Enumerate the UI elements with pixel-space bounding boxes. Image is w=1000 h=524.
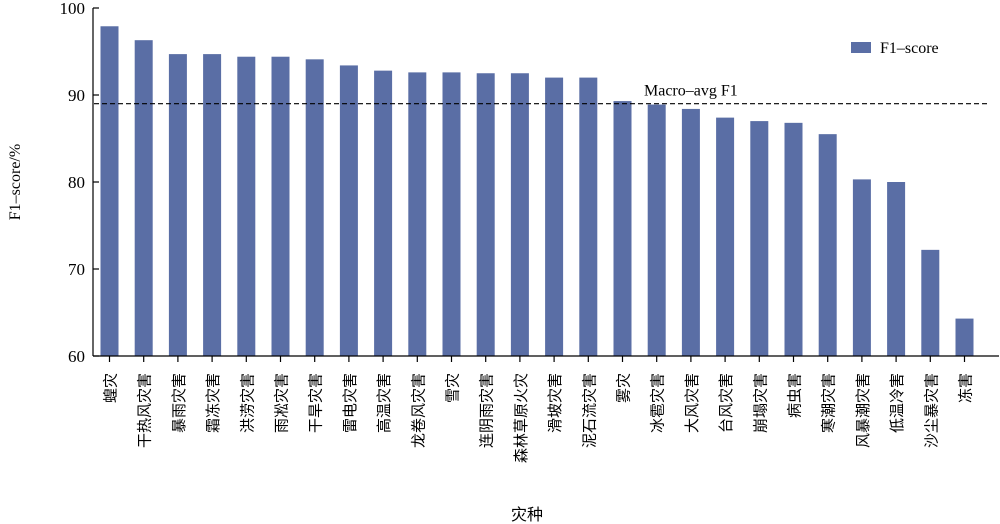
x-tick-label: 洪涝灾害 bbox=[238, 373, 256, 433]
bar-20 bbox=[750, 121, 769, 356]
x-tick-label: 森林草原火灾 bbox=[512, 373, 530, 463]
x-ticks-group: 蝗灾 干热风灾害 暴雨灾害 霜冻灾害 洪涝灾害 雨凇灾害 干旱灾害 雷电灾害 高温灾害 龙卷风灾害… bbox=[102, 356, 975, 463]
bar-25 bbox=[921, 249, 940, 356]
x-tick-label: 雷电灾害 bbox=[341, 373, 359, 433]
x-tick-label: 风暴潮灾害 bbox=[854, 373, 872, 448]
x-tick-label: 病虫害 bbox=[786, 373, 804, 418]
x-tick-label: 滑坡灾害 bbox=[546, 373, 564, 433]
x-tick-label: 寒潮灾害 bbox=[820, 373, 838, 433]
bar-8 bbox=[339, 65, 358, 357]
bar-15 bbox=[579, 77, 598, 356]
x-tick-label: 崩塌灾害 bbox=[751, 373, 769, 433]
bar-7 bbox=[305, 59, 324, 356]
bar-14 bbox=[545, 77, 564, 356]
x-tick-label: 蝗灾 bbox=[102, 373, 120, 403]
y-tick-label: 60 bbox=[68, 347, 85, 366]
bar-26 bbox=[955, 318, 974, 356]
bar-1 bbox=[100, 26, 119, 357]
x-tick-label: 冰雹灾害 bbox=[649, 373, 667, 433]
bar-10 bbox=[408, 72, 427, 356]
bar-24 bbox=[887, 182, 906, 356]
bar-23 bbox=[852, 179, 871, 356]
bar-17 bbox=[647, 104, 666, 356]
x-tick-label: 台风灾害 bbox=[717, 373, 735, 433]
x-tick-label: 高温灾害 bbox=[375, 373, 393, 433]
x-tick-label: 霜冻灾害 bbox=[204, 373, 222, 433]
x-tick-label: 雾灾 bbox=[615, 373, 633, 403]
bar-19 bbox=[716, 117, 735, 357]
bar-3 bbox=[168, 54, 187, 357]
y-tick-label: 90 bbox=[68, 86, 85, 105]
bar-18 bbox=[681, 108, 700, 356]
x-tick-label: 冻害 bbox=[957, 373, 975, 403]
x-tick-label: 沙尘暴灾害 bbox=[922, 373, 940, 448]
bar-13 bbox=[510, 73, 529, 356]
x-tick-label: 暴雨灾害 bbox=[170, 373, 188, 433]
bar-12 bbox=[476, 73, 495, 356]
legend-label: F1–score bbox=[880, 40, 939, 57]
bar-21 bbox=[784, 122, 803, 356]
bar-22 bbox=[818, 134, 837, 356]
x-tick-label: 低温冷害 bbox=[888, 373, 906, 433]
y-axis-label: F1–score/% bbox=[7, 144, 24, 220]
legend: F1–score bbox=[851, 40, 939, 57]
y-ticks-group: 60 70 80 90 100 bbox=[60, 0, 99, 366]
y-tick-label: 100 bbox=[60, 0, 86, 18]
bar-11 bbox=[442, 72, 461, 356]
bar-2 bbox=[134, 40, 153, 356]
bars-group bbox=[100, 26, 974, 357]
x-tick-label: 泥石流灾害 bbox=[580, 373, 598, 448]
x-tick-label: 龙卷风灾害 bbox=[409, 373, 427, 448]
bar-9 bbox=[374, 70, 393, 356]
x-tick-label: 雨凇灾害 bbox=[273, 373, 291, 433]
x-tick-label: 雪灾 bbox=[444, 373, 462, 403]
x-tick-label: 连阴雨灾害 bbox=[478, 373, 496, 448]
y-tick-label: 80 bbox=[68, 173, 85, 192]
bar-16 bbox=[613, 101, 632, 356]
y-tick-label: 70 bbox=[68, 260, 85, 279]
legend-swatch bbox=[851, 42, 871, 53]
bar-6 bbox=[271, 56, 290, 356]
x-axis-label: 灾种 bbox=[511, 505, 543, 524]
x-tick-label: 干旱灾害 bbox=[307, 373, 325, 433]
bar-4 bbox=[203, 54, 222, 357]
x-tick-label: 大风灾害 bbox=[683, 373, 701, 433]
x-tick-label: 干热风灾害 bbox=[136, 373, 154, 448]
macro-avg-label: Macro–avg F1 bbox=[644, 83, 738, 100]
bar-5 bbox=[237, 56, 256, 356]
